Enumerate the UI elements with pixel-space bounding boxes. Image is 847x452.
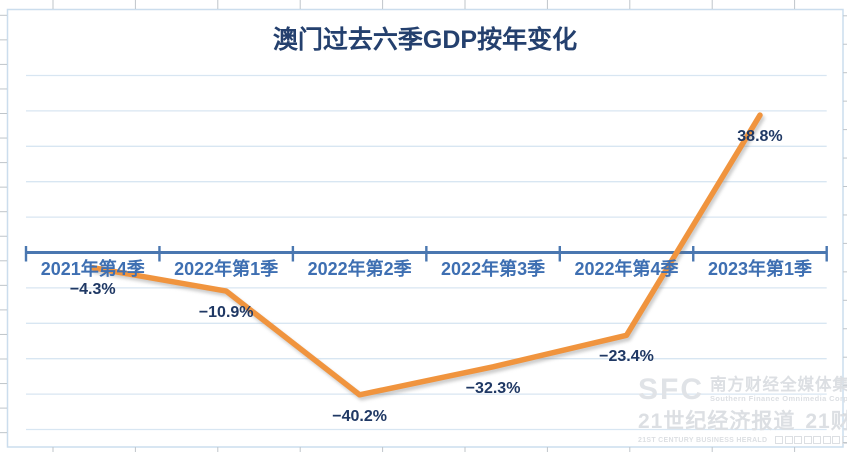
chart-title: 澳门过去六季GDP按年变化 bbox=[272, 26, 578, 54]
x-axis-label-2021q4: 2021年第4季 bbox=[40, 259, 145, 279]
data-label-2022q4: −23.4% bbox=[599, 348, 654, 366]
watermark-herald-en: 21ST CENTURY BUSINESS HERALD bbox=[638, 436, 768, 444]
watermark-21caijing: 21财经 bbox=[805, 410, 847, 433]
watermark-corp-name-en: Southern Finance Omnimedia Corp. bbox=[710, 394, 847, 403]
data-label-2022q1: −10.9% bbox=[198, 304, 254, 322]
x-axis-label-2022q2: 2022年第2季 bbox=[307, 259, 412, 279]
watermark-herald-cn: 21世纪经济报道 bbox=[638, 410, 796, 433]
watermark-row-3: 21ST CENTURY BUSINESS HERALD bbox=[638, 436, 847, 444]
sfc-logo: SFC bbox=[638, 373, 704, 406]
data-label-2022q2: −40.2% bbox=[332, 407, 387, 425]
watermark-row-1: SFC 南方财经全媒体集团 Southern Finance Omnimedia… bbox=[638, 373, 847, 406]
x-axis-label-2022q4: 2022年第4季 bbox=[574, 259, 679, 279]
x-axis-label-2022q1: 2022年第1季 bbox=[174, 259, 279, 279]
data-label-2023q1: 38.8% bbox=[737, 128, 783, 146]
data-label-2021q4: −4.3% bbox=[69, 280, 116, 298]
x-axis-label-2023q1: 2023年第1季 bbox=[707, 259, 812, 279]
watermark-corp-name: 南方财经全媒体集团 bbox=[710, 376, 847, 394]
watermark-row-2: 21世纪经济报道 21财经 bbox=[638, 405, 847, 435]
watermark-seal-boxes bbox=[775, 436, 847, 444]
publisher-watermark: SFC 南方财经全媒体集团 Southern Finance Omnimedia… bbox=[638, 373, 847, 444]
x-axis-label-2022q3: 2022年第3季 bbox=[441, 259, 546, 279]
data-label-2022q3: −32.3% bbox=[465, 379, 521, 397]
